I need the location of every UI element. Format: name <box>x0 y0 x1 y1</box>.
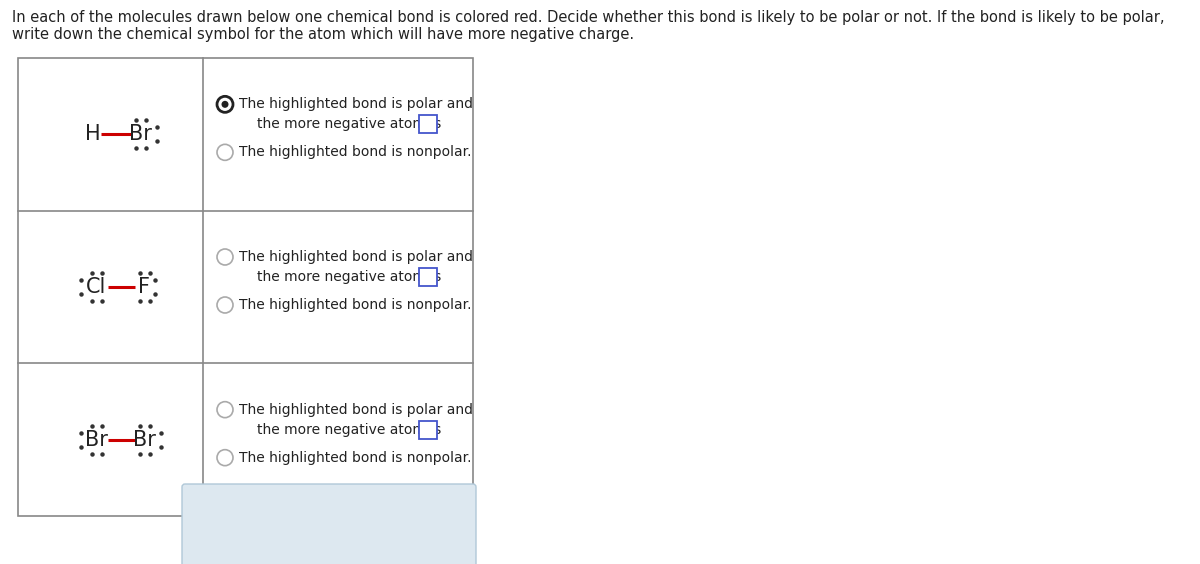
Text: F: F <box>138 277 150 297</box>
Text: H: H <box>85 124 101 144</box>
Circle shape <box>217 297 233 313</box>
Text: In each of the molecules drawn below one chemical bond is colored red. Decide wh: In each of the molecules drawn below one… <box>12 10 1164 42</box>
Text: The highlighted bond is nonpolar.: The highlighted bond is nonpolar. <box>239 146 472 160</box>
Text: ×: × <box>290 516 307 535</box>
Text: the more negative atom is: the more negative atom is <box>257 270 442 284</box>
Bar <box>419 115 437 133</box>
Bar <box>419 268 437 286</box>
Text: the more negative atom is: the more negative atom is <box>257 422 442 437</box>
Circle shape <box>217 96 233 112</box>
Text: ↺: ↺ <box>350 516 367 535</box>
Text: The highlighted bond is polar and: The highlighted bond is polar and <box>239 250 473 264</box>
Text: Br: Br <box>133 430 156 450</box>
Text: The highlighted bond is nonpolar.: The highlighted bond is nonpolar. <box>239 298 472 312</box>
Bar <box>419 421 437 439</box>
Circle shape <box>217 450 233 466</box>
Text: The highlighted bond is polar and: The highlighted bond is polar and <box>239 403 473 417</box>
Text: the more negative atom is: the more negative atom is <box>257 117 442 131</box>
Text: The highlighted bond is polar and: The highlighted bond is polar and <box>239 98 473 111</box>
Text: Cl: Cl <box>86 277 107 297</box>
Bar <box>18 58 473 516</box>
Text: Br: Br <box>130 124 152 144</box>
Text: Br: Br <box>85 430 108 450</box>
Circle shape <box>217 144 233 160</box>
Circle shape <box>217 402 233 418</box>
Circle shape <box>217 249 233 265</box>
Text: The highlighted bond is nonpolar.: The highlighted bond is nonpolar. <box>239 451 472 465</box>
Circle shape <box>222 101 228 108</box>
FancyBboxPatch shape <box>182 484 476 564</box>
